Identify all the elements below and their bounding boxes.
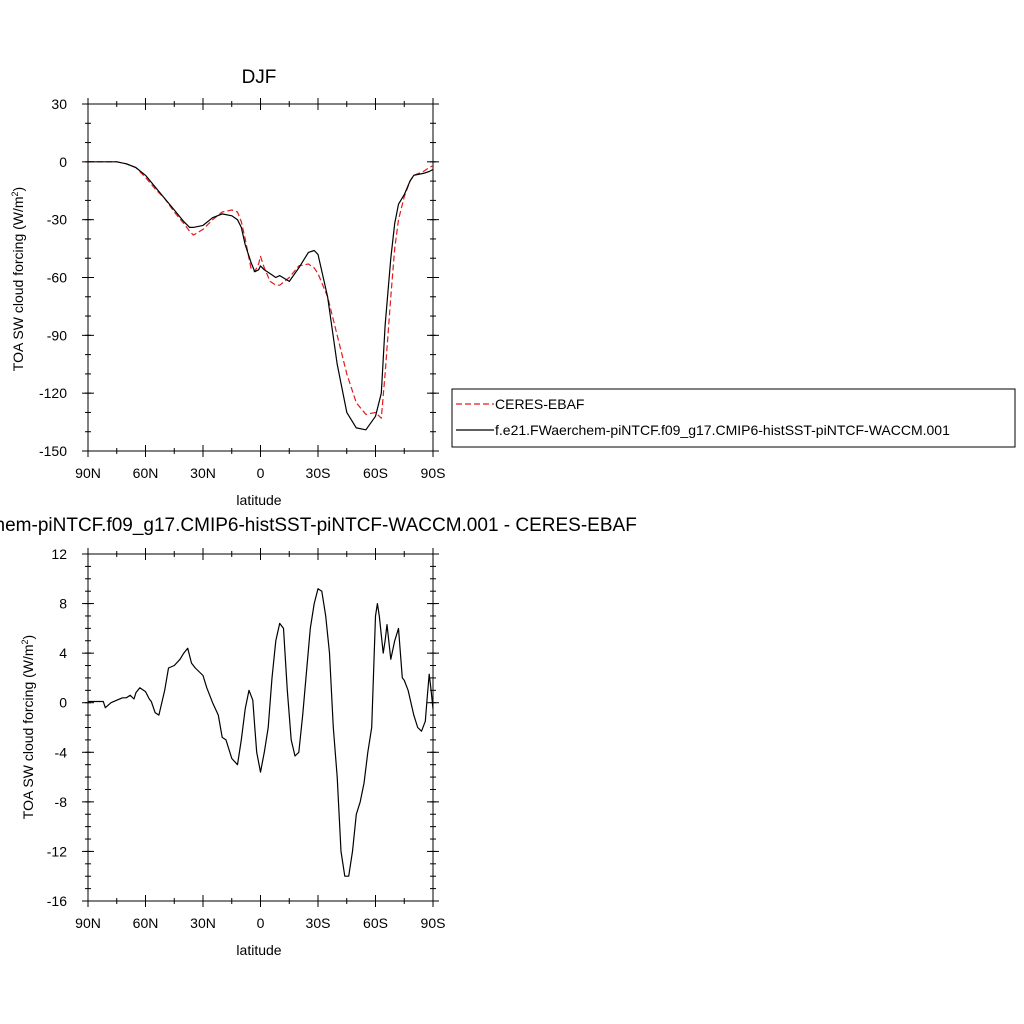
x-tick-label: 0 xyxy=(257,465,265,481)
y-tick-label: 0 xyxy=(59,154,67,170)
y-tick-label: 0 xyxy=(59,695,67,711)
bottom-ylabel-close: ) xyxy=(20,635,36,640)
y-tick-label: -60 xyxy=(47,270,67,286)
y-tick-label: 4 xyxy=(59,645,67,661)
x-tick-label: 0 xyxy=(257,915,265,931)
y-tick-label: 30 xyxy=(51,96,67,112)
top-ylabel: TOA SW cloud forcing (W/m2) xyxy=(10,187,26,371)
legend-label-ceres: CERES-EBAF xyxy=(495,396,584,412)
bottom-panel: f.e21.FWaerchem-piNTCF.f09_g17.CMIP6-his… xyxy=(0,515,637,958)
top-panel: DJF 90N 60N 30N 0 30S 60S 90S 30 0 -30 -60 -90 -120 -… xyxy=(10,67,1016,508)
legend-label-model: f.e21.FWaerchem-piNTCF.f09_g17.CMIP6-his… xyxy=(495,422,950,438)
top-plot-area: 90N 60N 30N 0 30S 60S 90S 30 0 -30 -60 -90 -120 -150 xyxy=(39,96,445,481)
x-tick-label: 60S xyxy=(363,465,388,481)
y-tick-label: -8 xyxy=(55,794,68,810)
top-title: DJF xyxy=(242,67,277,88)
x-tick-label: 30N xyxy=(190,465,216,481)
series-line-1 xyxy=(88,161,434,431)
y-tick-label: -120 xyxy=(39,385,67,401)
y-tick-label: 8 xyxy=(59,596,67,612)
bottom-ylabel-sup: 2 xyxy=(20,639,30,644)
y-tick-label: -90 xyxy=(47,327,67,343)
plot-frame xyxy=(87,553,434,902)
x-tick-label: 90N xyxy=(75,915,101,931)
x-tick-label: 60N xyxy=(133,915,159,931)
y-tick-label: -150 xyxy=(39,443,67,459)
y-tick-label: -30 xyxy=(47,212,67,228)
x-tick-label: 30N xyxy=(190,915,216,931)
x-tick-label: 60S xyxy=(363,915,388,931)
bottom-plot-area: 90N 60N 30N 0 30S 60S 90S 12 8 4 0 -4 -8 -12 -16 xyxy=(47,546,446,931)
plot-frame xyxy=(87,103,434,452)
top-ylabel-sup: 2 xyxy=(10,191,20,196)
top-ylabel-main: TOA SW cloud forcing (W/m xyxy=(10,196,26,371)
x-tick-label: 90N xyxy=(75,465,101,481)
y-tick-label: -4 xyxy=(55,744,68,760)
x-tick-label: 30S xyxy=(306,465,331,481)
top-legend: CERES-EBAF f.e21.FWaerchem-piNTCF.f09_g1… xyxy=(451,388,1016,448)
top-ylabel-close: ) xyxy=(10,187,26,192)
x-tick-label: 30S xyxy=(306,915,331,931)
series-line-0 xyxy=(88,588,434,877)
top-xlabel: latitude xyxy=(236,492,281,508)
series-line-0 xyxy=(88,161,434,419)
bottom-title: f.e21.FWaerchem-piNTCF.f09_g17.CMIP6-his… xyxy=(0,515,637,536)
y-tick-label: -12 xyxy=(47,843,67,859)
bottom-ylabel: TOA SW cloud forcing (W/m2) xyxy=(20,635,36,819)
bottom-xlabel: latitude xyxy=(236,942,281,958)
x-tick-label: 90S xyxy=(421,915,446,931)
y-tick-label: -16 xyxy=(47,893,67,909)
legend-box xyxy=(451,388,1016,448)
bottom-ylabel-main: TOA SW cloud forcing (W/m xyxy=(20,644,36,819)
x-tick-label: 60N xyxy=(133,465,159,481)
y-tick-label: 12 xyxy=(51,546,67,562)
x-tick-label: 90S xyxy=(421,465,446,481)
